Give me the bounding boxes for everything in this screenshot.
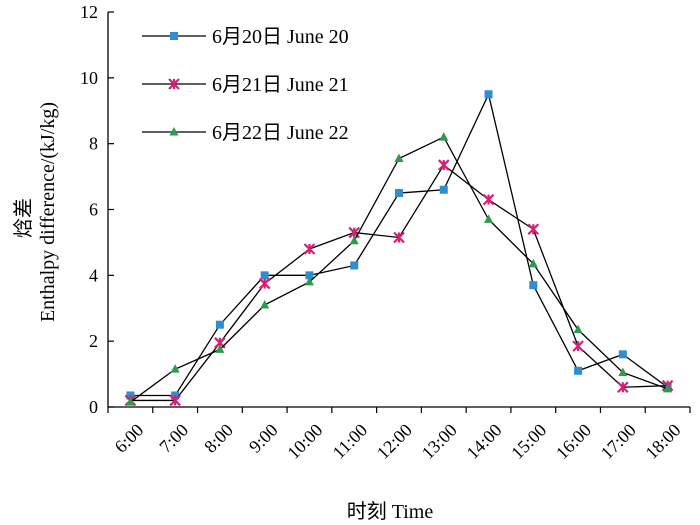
y-tick-label: 10 xyxy=(80,68,98,88)
data-point xyxy=(574,366,583,375)
data-point xyxy=(350,261,359,270)
series-layer xyxy=(124,90,674,407)
legend-entry: 6月21日 June 21 xyxy=(142,74,349,96)
legend-entry: 6月20日 June 20 xyxy=(142,26,349,48)
data-point xyxy=(437,159,450,171)
data-point xyxy=(482,193,495,206)
y-tick-label: 4 xyxy=(89,265,98,285)
data-point xyxy=(618,367,628,376)
data-point xyxy=(305,271,314,280)
legend-marker xyxy=(170,32,178,40)
x-tick-label: 6:00 xyxy=(111,420,148,457)
data-point xyxy=(304,276,314,286)
series-2 xyxy=(124,159,674,407)
data-point xyxy=(260,271,269,280)
data-point xyxy=(527,223,540,236)
data-point xyxy=(260,299,270,309)
data-point xyxy=(618,350,627,359)
data-point xyxy=(169,394,181,407)
legend: 6月20日 June 20 6月21日 June 21 6月22日 June 22 xyxy=(142,26,349,144)
data-point xyxy=(573,324,583,334)
x-tick-label: 18:00 xyxy=(641,420,684,463)
data-point xyxy=(663,383,673,393)
x-tick-label: 7:00 xyxy=(155,420,192,457)
legend-marker xyxy=(169,127,179,136)
x-tick-label: 16:00 xyxy=(552,420,595,463)
data-point xyxy=(529,281,538,290)
series-line xyxy=(130,164,668,402)
data-point xyxy=(125,397,135,406)
legend-entry: 6月22日 June 22 xyxy=(142,122,349,144)
series-line xyxy=(129,136,668,403)
data-point xyxy=(349,235,359,245)
x-axis-title: 时刻 Time xyxy=(347,500,434,523)
data-point xyxy=(572,340,584,352)
legend-marker xyxy=(168,78,180,90)
y-tick-label: 0 xyxy=(89,397,98,417)
x-tick-label: 8:00 xyxy=(200,420,237,457)
x-tick-label: 11:00 xyxy=(329,420,372,463)
data-point xyxy=(439,132,449,141)
x-tick-label: 10:00 xyxy=(283,420,326,463)
x-tick-label: 12:00 xyxy=(373,420,416,463)
data-point xyxy=(258,277,271,290)
y-tick-label: 2 xyxy=(89,331,98,351)
data-point xyxy=(484,90,493,99)
axes xyxy=(107,12,690,408)
y-axis-title-english: Enthalpy difference/(kJ/kg) xyxy=(37,102,59,322)
data-point xyxy=(170,364,180,373)
x-tick-label: 17:00 xyxy=(597,420,640,463)
legend-label: 6月21日 June 21 xyxy=(212,74,349,96)
series-line xyxy=(130,92,669,397)
x-tick-label: 15:00 xyxy=(507,420,550,463)
data-point xyxy=(393,231,405,244)
x-tick-label: 9:00 xyxy=(245,420,282,457)
data-point xyxy=(394,153,404,162)
data-point xyxy=(617,381,629,394)
x-tick-label: 13:00 xyxy=(418,420,461,463)
data-point xyxy=(215,344,225,353)
data-point xyxy=(528,258,538,268)
data-point xyxy=(439,185,448,194)
series-3 xyxy=(125,132,673,406)
legend-label: 6月20日 June 20 xyxy=(212,26,349,48)
data-point xyxy=(303,243,316,255)
y-axis-title-chinese: 焓差 xyxy=(12,198,35,238)
y-tick-label: 12 xyxy=(80,2,98,22)
x-axis-ticks: 6:00 7:00 8:00 9:00 10:00 11:00 12:00 13:00 14:0… xyxy=(107,407,691,463)
data-point xyxy=(395,189,403,198)
y-axis-ticks: 0 2 4 6 8 10 12 xyxy=(80,2,114,417)
data-point xyxy=(215,320,224,329)
data-point xyxy=(484,214,494,223)
series-1 xyxy=(126,90,672,400)
legend-label: 6月22日 June 22 xyxy=(212,122,349,144)
y-tick-label: 8 xyxy=(89,134,98,154)
y-tick-label: 6 xyxy=(89,200,98,220)
x-tick-label: 14:00 xyxy=(462,420,505,463)
